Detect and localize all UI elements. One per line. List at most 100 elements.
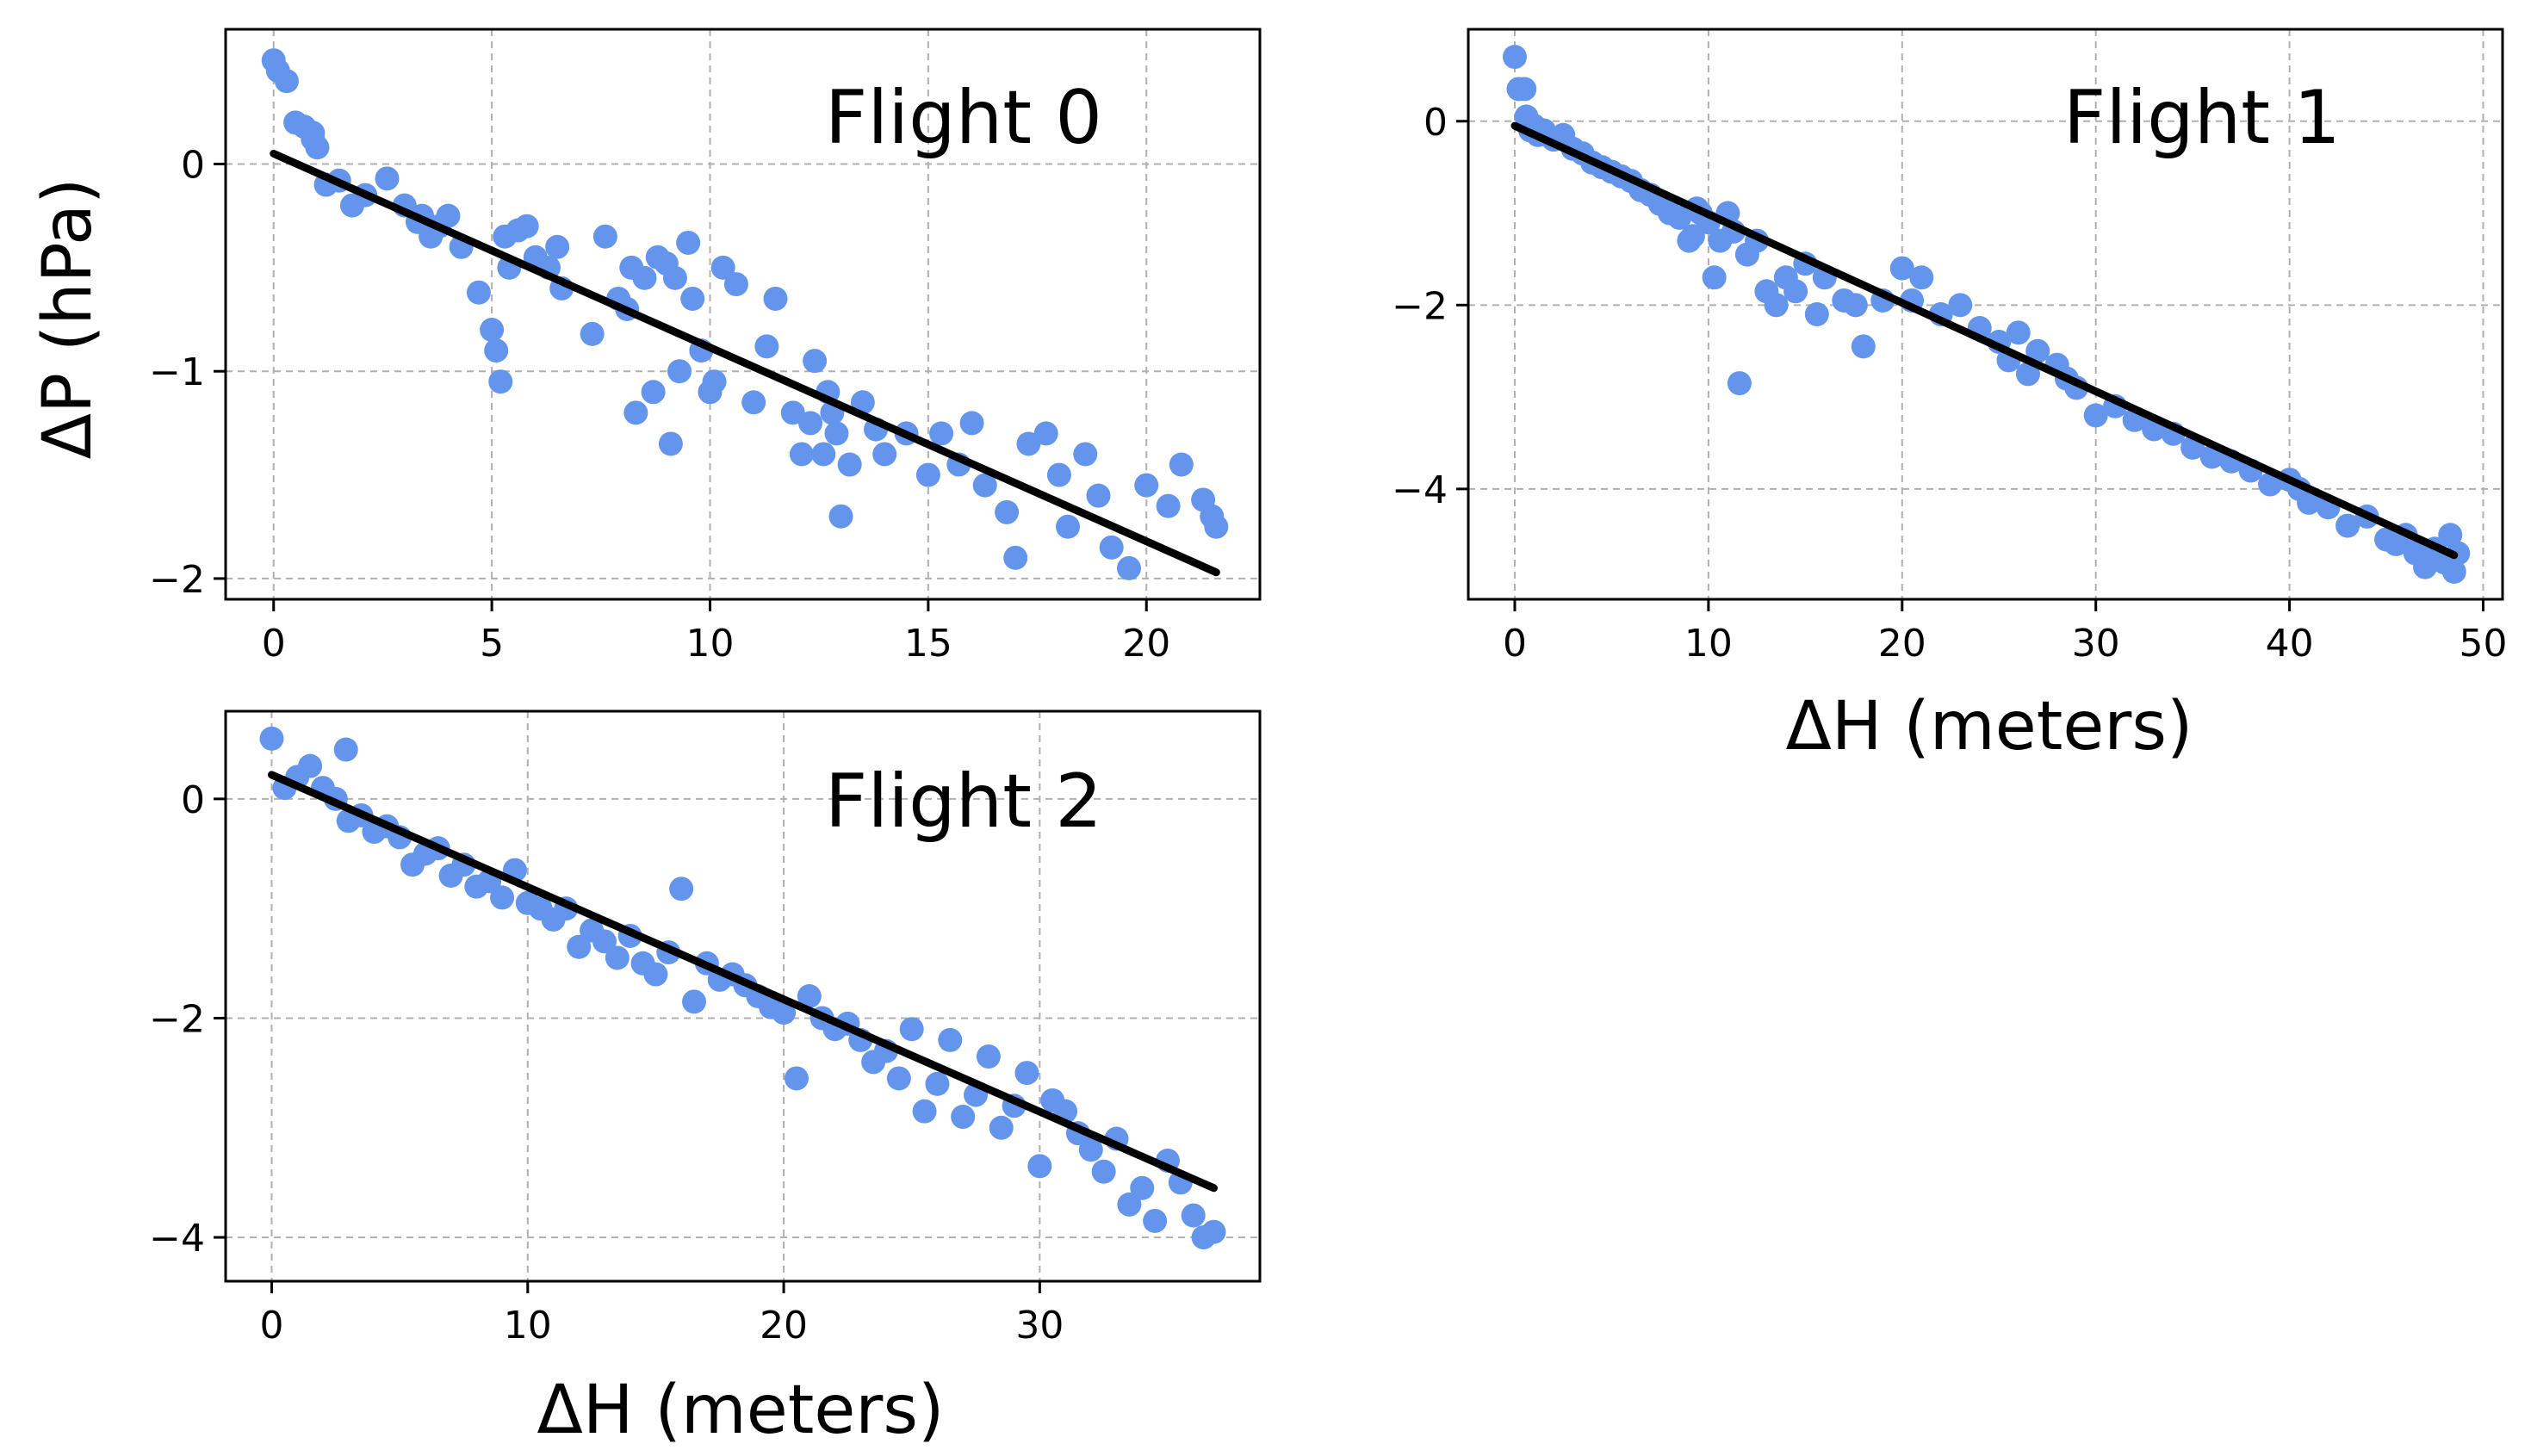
flight-1-point [1851, 334, 1876, 359]
flight-2-point [1078, 1137, 1103, 1162]
flight-0-point [1033, 421, 1058, 446]
flight-1-point [2025, 338, 2050, 363]
flight-1-ytick-label-0: 0 [1424, 101, 1448, 145]
flight-1-frame [1467, 28, 2504, 601]
flight-2-point [784, 1066, 809, 1091]
flight-0-point [305, 135, 330, 160]
flight-1-point [2083, 403, 2108, 428]
flight-2-point [772, 1001, 797, 1025]
flight-2-point [490, 885, 515, 910]
flight-0-frame [224, 28, 1262, 601]
flight-1-grid [1468, 29, 2503, 599]
flight-1-point [1804, 302, 1829, 326]
flight-0-point [828, 504, 853, 529]
flight-1-point [2006, 320, 2031, 345]
flight-0-xtick-label-2: 10 [685, 622, 734, 666]
flight-0-point [1073, 442, 1098, 467]
flight-0-point [1046, 462, 1071, 487]
flight-2-point [886, 1066, 911, 1091]
flight-1-point [2015, 362, 2040, 387]
flight-2-xtick-label-2: 20 [760, 1304, 808, 1348]
flight-2-point [298, 753, 323, 778]
flight-0-point [1204, 514, 1229, 539]
flight-1-point [1909, 265, 1934, 290]
flight-2-point [1014, 1061, 1039, 1086]
flight-2-point [669, 877, 694, 901]
flight-0-point [375, 166, 400, 191]
flight-1-xtick-label-5: 50 [2459, 622, 2508, 666]
flight-2-point [567, 934, 592, 959]
flight-0-point [623, 400, 648, 425]
flight-2-point [1181, 1203, 1206, 1228]
flight-1-point [2258, 472, 2283, 497]
flight-2-grid [226, 711, 1260, 1281]
flight-2-ticks: 0 10 20 30 0 −2 −4 [149, 778, 1064, 1348]
flight-0-point [466, 280, 491, 305]
flight-1-point [1764, 293, 1789, 318]
flight-1-point [1889, 256, 1914, 281]
flight-0-point [592, 224, 617, 249]
flight-0-axes-frame [224, 28, 1262, 601]
flight-0-point [662, 265, 687, 290]
flight-1-xtick-label-3: 30 [2072, 622, 2120, 666]
flight-0-point [667, 359, 692, 384]
flight-1-xtick-label-0: 0 [1503, 622, 1527, 666]
flight-0-point [1056, 514, 1081, 539]
flight-0-point [754, 334, 779, 359]
flight-1-panel: 0 10 20 30 40 50 0 −2 −4 Flight 1 ΔH (meters) [1392, 28, 2508, 765]
flight-1-point [1727, 371, 1752, 396]
flight-0-ylabel: ΔP (hPa) [29, 178, 107, 460]
flight-0-point [676, 230, 701, 255]
flight-0-point [811, 442, 836, 467]
flight-0-point [484, 338, 509, 363]
flight-1-point [1502, 45, 1527, 70]
flight-0-point [1086, 483, 1111, 508]
flight-0-point [872, 442, 897, 467]
flight-0-point [702, 369, 727, 394]
flight-0-point [1134, 473, 1159, 498]
flight-1-point [1843, 293, 1868, 318]
flight-2-fit [268, 771, 1218, 1193]
flight-1-point [1512, 77, 1537, 102]
flight-1-point [2446, 541, 2471, 566]
flight-1-axes-frame [1467, 28, 2504, 601]
flight-1-point [1948, 293, 1973, 318]
flight-0-point [436, 203, 461, 228]
flight-2-point [1143, 1208, 1168, 1233]
flight-1-xtick-label-1: 10 [1684, 622, 1733, 666]
flight-0-point [1116, 555, 1141, 580]
flight-2-point [1117, 1192, 1142, 1217]
flight-1-point [1783, 279, 1808, 304]
flight-0-grid [226, 29, 1260, 599]
flight-0-point [780, 400, 805, 425]
flight-2-frame [224, 709, 1262, 1283]
flight-0-point [995, 499, 1020, 524]
flight-2-point [643, 962, 668, 987]
flight-1-point [2335, 513, 2360, 538]
flight-1-xlabel: ΔH (meters) [1786, 688, 2193, 765]
flight-1-title: Flight 1 [2063, 75, 2341, 161]
flight-2-xtick-label-3: 30 [1015, 1304, 1064, 1348]
flight-0-xtick-label-1: 5 [480, 622, 504, 666]
flight-2-title: Flight 2 [825, 759, 1102, 845]
flight-2-point [899, 1017, 924, 1042]
flight-0-point [488, 369, 513, 394]
flight-2-ytick-label-1: −2 [149, 997, 205, 1041]
flight-2-point [1027, 1154, 1052, 1179]
flight-0-point [929, 421, 954, 446]
flight-0-point [741, 390, 766, 415]
flight-1-xtick-label-2: 20 [1878, 622, 1926, 666]
flight-0-point [972, 473, 997, 498]
flight-2-xtick-label-1: 10 [504, 1304, 552, 1348]
flight-2-ytick-label-0: 0 [181, 778, 205, 822]
flight-0-point [680, 286, 705, 311]
flight-2-point [682, 989, 707, 1014]
flight-0-point [641, 380, 666, 405]
flight-2-point [1201, 1219, 1226, 1244]
flight-2-fit-line [268, 771, 1218, 1193]
flight-0-point [1156, 493, 1181, 518]
flight-0-fit [270, 149, 1220, 577]
flight-2-point [951, 1105, 976, 1130]
flight-0-point [580, 321, 605, 346]
